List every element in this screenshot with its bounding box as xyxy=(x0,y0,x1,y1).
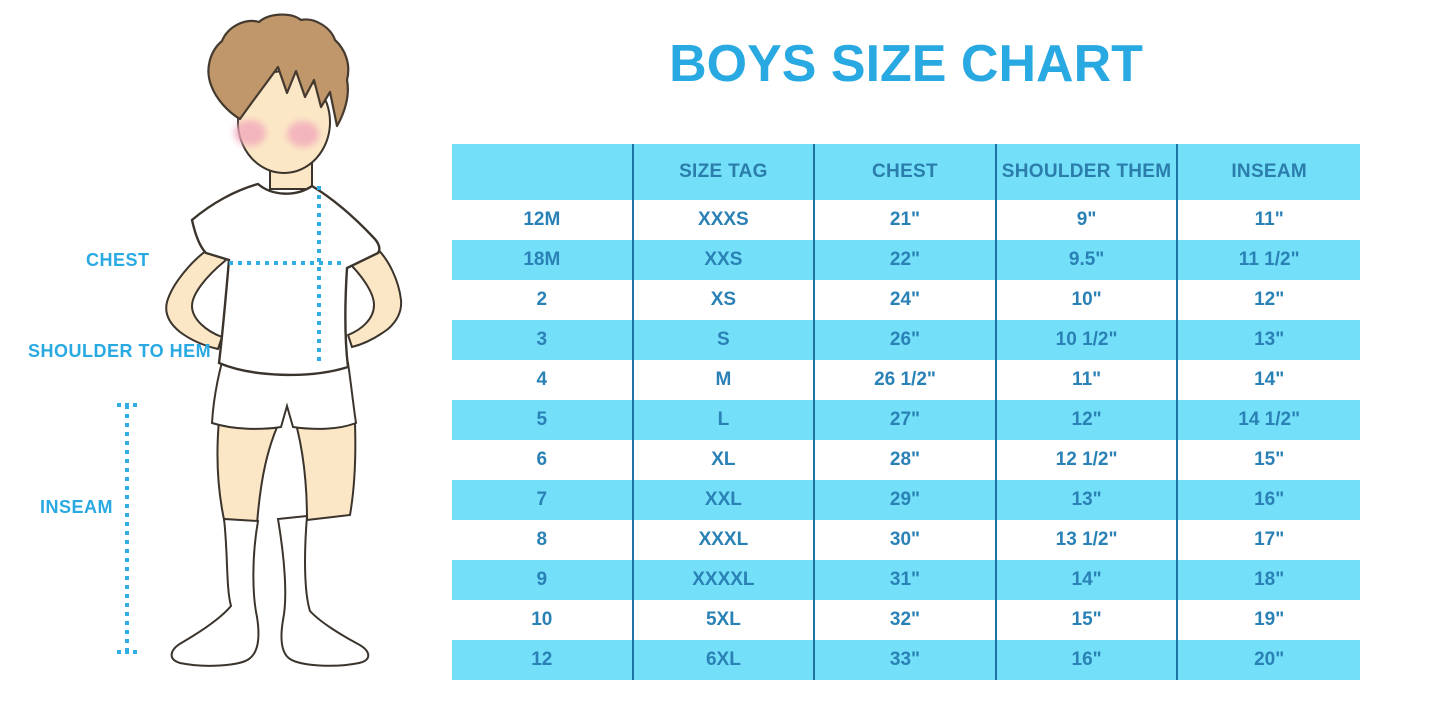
table-cell: 15" xyxy=(997,600,1179,640)
table-cell: 10" xyxy=(997,280,1179,320)
left-sock xyxy=(170,517,260,667)
table-cell: 22" xyxy=(815,240,997,280)
table-cell: 6 xyxy=(452,440,634,480)
table-cell: 12 1/2" xyxy=(997,440,1179,480)
t-shirt xyxy=(190,182,381,377)
shoulder-to-hem-label: SHOULDER TO HEM xyxy=(28,341,212,361)
size-table: SIZE TAG CHEST SHOULDER THEM INSEAM 12M XXXS 2… xyxy=(452,144,1360,680)
table-cell: 10 xyxy=(452,600,634,640)
table-cell: 7 xyxy=(452,480,634,520)
table-cell: M xyxy=(634,360,816,400)
table-row: 6 XL 28" 12 1/2" 15" xyxy=(452,440,1360,480)
header-cell xyxy=(452,144,634,200)
table-cell: 12 xyxy=(452,640,634,680)
table-cell: 14 1/2" xyxy=(1238,409,1301,430)
table-row: 5 L 27" 12" 14 1/2" xyxy=(452,400,1360,440)
table-row: 18M XXS 22" 9.5" 11 1/2" xyxy=(452,240,1360,280)
table-cell: 31" xyxy=(815,560,997,600)
chest-label: CHEST xyxy=(86,250,150,270)
table-cell: 24" xyxy=(815,280,997,320)
table-cell: XXS xyxy=(634,240,816,280)
table-cell: 3 xyxy=(452,320,634,360)
table-cell: 11 1/2" xyxy=(1238,249,1300,270)
table-cell: 5XL xyxy=(634,600,816,640)
table-cell: 4 xyxy=(452,360,634,400)
table-cell: 12M xyxy=(452,200,634,240)
table-cell: 26" xyxy=(815,320,997,360)
header-cell: INSEAM xyxy=(1231,161,1308,182)
table-cell: 12" xyxy=(1254,289,1285,310)
inseam-label: INSEAM xyxy=(40,497,114,517)
header-cell: CHEST xyxy=(815,144,997,200)
table-row: 9 XXXXL 31" 14" 18" xyxy=(452,560,1360,600)
table-cell: 9.5" xyxy=(997,240,1179,280)
table-row: 4 M 26 1/2" 11" 14" xyxy=(452,360,1360,400)
table-cell: 9 xyxy=(452,560,634,600)
page-title: BOYS SIZE CHART xyxy=(669,35,1143,93)
header-cell: SHOULDER THEM xyxy=(997,144,1179,200)
table-cell: 13" xyxy=(1254,329,1285,350)
table-cell: 18" xyxy=(1254,569,1285,590)
table-cell: 14" xyxy=(997,560,1179,600)
table-row: 10 5XL 32" 15" 19" xyxy=(452,600,1360,640)
table-cell: 26 1/2" xyxy=(815,360,997,400)
table-cell: XL xyxy=(634,440,816,480)
table-cell: S xyxy=(634,320,816,360)
right-arm xyxy=(343,244,403,349)
table-cell: XXL xyxy=(634,480,816,520)
right-sock xyxy=(276,514,370,667)
table-row: 2 XS 24" 10" 12" xyxy=(452,280,1360,320)
table-cell: 27" xyxy=(815,400,997,440)
header-row: SIZE TAG CHEST SHOULDER THEM INSEAM xyxy=(452,144,1360,200)
left-cheek xyxy=(234,120,266,146)
table-cell: 8 xyxy=(452,520,634,560)
table-cell: XXXS xyxy=(634,200,816,240)
table-cell: 21" xyxy=(815,200,997,240)
table-cell: 15" xyxy=(1254,449,1285,470)
table-cell: 16" xyxy=(997,640,1179,680)
table-cell: 32" xyxy=(815,600,997,640)
table-cell: 18M xyxy=(452,240,634,280)
table-cell: L xyxy=(634,400,816,440)
table-row: 3 S 26" 10 1/2" 13" xyxy=(452,320,1360,360)
table-cell: 5 xyxy=(452,400,634,440)
table-cell: 33" xyxy=(815,640,997,680)
table-cell: 11" xyxy=(997,360,1179,400)
left-arm xyxy=(165,246,228,351)
table-row: 12 6XL 33" 16" 20" xyxy=(452,640,1360,680)
table-cell: XXXXL xyxy=(634,560,816,600)
table-cell: XXXL xyxy=(634,520,816,560)
table-cell: 17" xyxy=(1254,529,1285,550)
table-cell: 2 xyxy=(452,280,634,320)
table-cell: 11" xyxy=(1254,209,1284,230)
table-cell: 12" xyxy=(997,400,1179,440)
hair xyxy=(207,13,350,128)
right-cheek xyxy=(287,121,319,147)
table-cell: 13 1/2" xyxy=(997,520,1179,560)
table-row: 7 XXL 29" 13" 16" xyxy=(452,480,1360,520)
table-cell: 13" xyxy=(997,480,1179,520)
table-cell: 30" xyxy=(815,520,997,560)
inseam-measure-line xyxy=(117,403,141,654)
table-cell: 10 1/2" xyxy=(997,320,1179,360)
table-cell: 6XL xyxy=(634,640,816,680)
table-row: 12M XXXS 21" 9" 11" xyxy=(452,200,1360,240)
table-cell: 20" xyxy=(1254,649,1285,670)
boy-measurement-diagram xyxy=(117,13,403,667)
header-cell: SIZE TAG xyxy=(634,144,816,200)
table-cell: 14" xyxy=(1254,369,1285,390)
table-cell: 16" xyxy=(1254,489,1285,510)
table-cell: 19" xyxy=(1254,609,1285,630)
table-cell: 28" xyxy=(815,440,997,480)
table-cell: XS xyxy=(634,280,816,320)
table-cell: 29" xyxy=(815,480,997,520)
table-row: 8 XXXL 30" 13 1/2" 17" xyxy=(452,520,1360,560)
table-cell: 9" xyxy=(997,200,1179,240)
